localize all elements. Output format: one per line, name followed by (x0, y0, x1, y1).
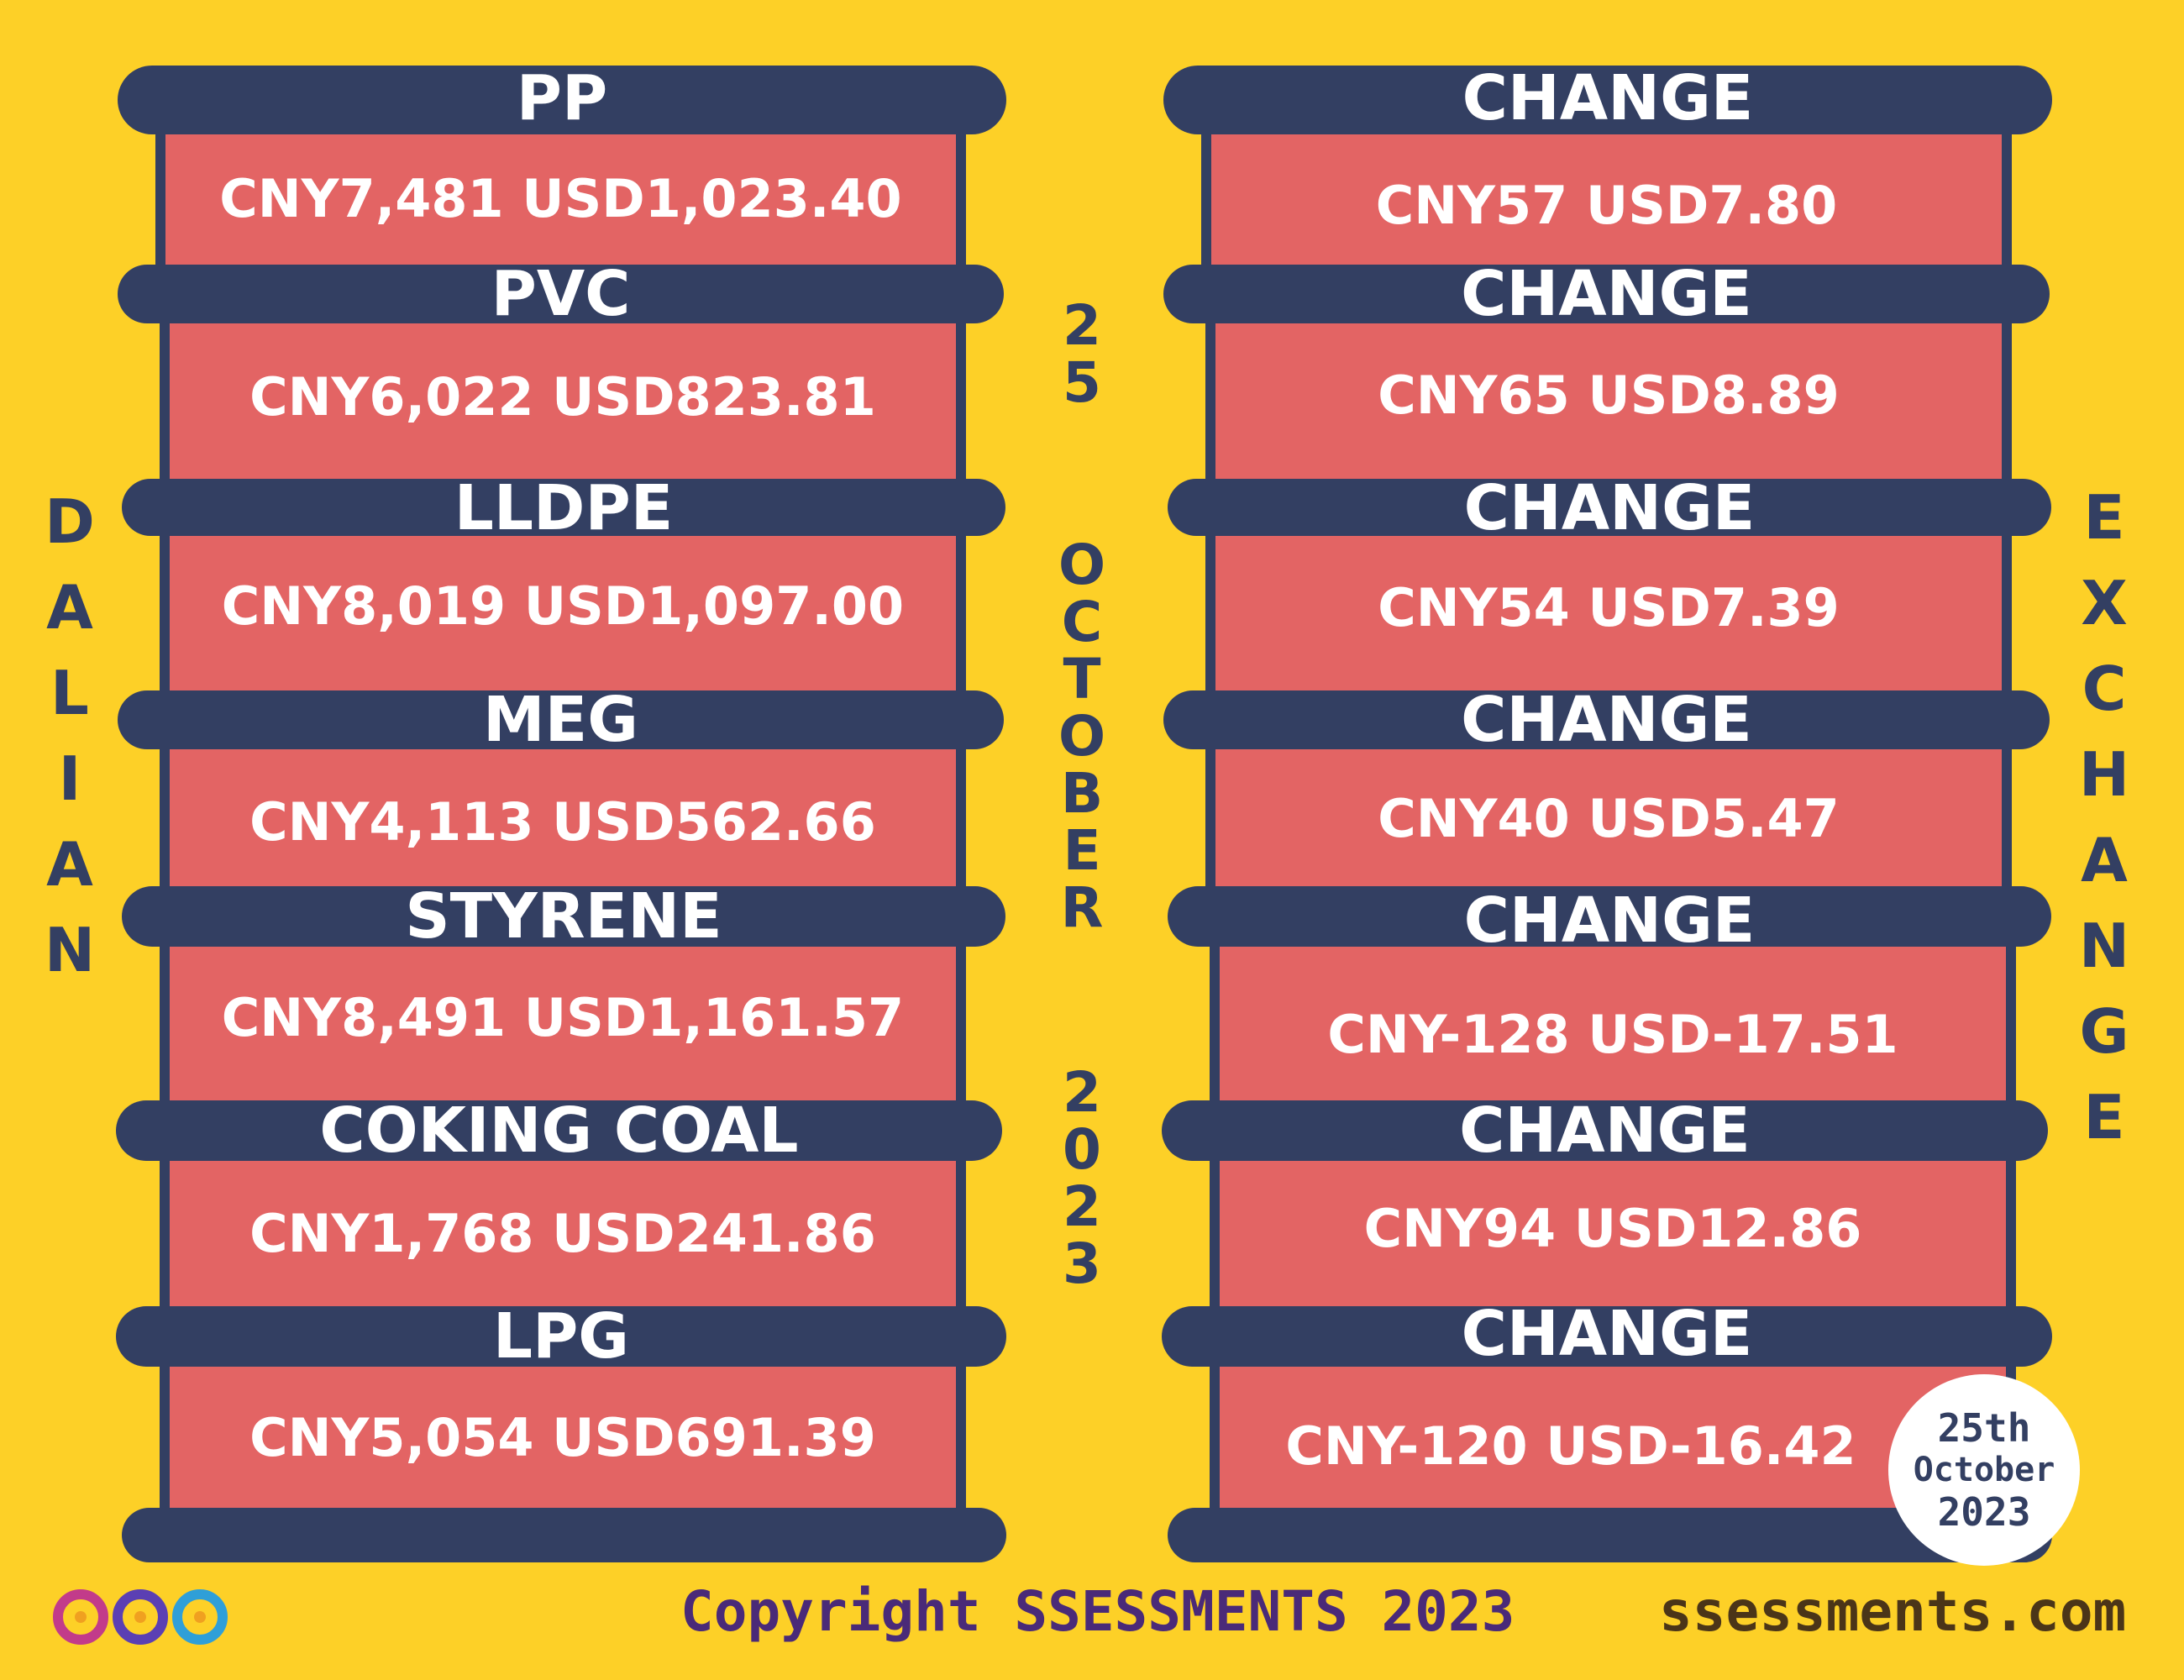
vertical-letter: O (1058, 533, 1106, 597)
vertical-letter: A (46, 829, 93, 900)
price-value: CNY8,491 USD1,161.57 (221, 987, 905, 1048)
commodity-header: COKING COAL (116, 1100, 1002, 1162)
price-value: CNY6,022 USD823.81 (249, 366, 876, 428)
change-header: CHANGE (1168, 477, 2051, 539)
vertical-letter: A (46, 572, 93, 643)
stamp-year: 2023 (1937, 1489, 2031, 1535)
price-panel: CNY4,113 USD562.66 (160, 739, 966, 899)
price-value: CNY4,113 USD562.66 (249, 791, 876, 853)
change-panel: CNY94 USD12.86 (1210, 1151, 2016, 1319)
board-base (122, 1508, 1006, 1562)
date-stamp: 25th October 2023 (1888, 1374, 2080, 1566)
vertical-letter: E (2083, 1082, 2125, 1152)
vertical-letter: 5 (1063, 350, 1101, 415)
vertical-letter: 3 (1063, 1231, 1101, 1296)
change-value: CNY94 USD12.86 (1363, 1198, 1862, 1259)
change-header: CHANGE (1168, 886, 2051, 953)
price-panel: CNY8,019 USD1,097.00 (160, 525, 966, 697)
vertical-letter: H (2078, 739, 2130, 810)
commodity-header: PP (118, 66, 1006, 134)
vertical-letter: 2 (1063, 1174, 1101, 1239)
change-panel: CNY57 USD7.80 (1201, 118, 2012, 267)
vertical-letter: 2 (1063, 293, 1101, 358)
change-value: CNY57 USD7.80 (1375, 175, 1838, 236)
vertical-letter: E (2083, 482, 2125, 553)
change-panel: CNY40 USD5.47 (1205, 739, 2012, 899)
change-header: CHANGE (1162, 1303, 2052, 1367)
copyright-text: Copyright SSESSMENTS 2023 (680, 1579, 1515, 1644)
change-panel: CNY-128 USD-17.51 (1210, 937, 2016, 1109)
vertical-letter: L (50, 658, 89, 728)
change-header: CHANGE (1163, 66, 2052, 134)
change-header: CHANGE (1163, 689, 2050, 751)
change-value: CNY-120 USD-16.42 (1285, 1415, 1856, 1477)
website-link[interactable]: ssessments.com (1659, 1579, 2127, 1644)
change-panel: CNY65 USD8.89 (1205, 311, 2012, 487)
change-panel: CNY54 USD7.39 (1205, 525, 2012, 697)
change-value: CNY40 USD5.47 (1378, 788, 1840, 849)
price-value: CNY1,768 USD241.86 (249, 1203, 876, 1264)
vertical-letter: D (45, 486, 95, 557)
vertical-letter: 0 (1063, 1117, 1101, 1182)
price-panel: CNY8,491 USD1,161.57 (160, 937, 966, 1109)
vertical-letter: E (1063, 818, 1101, 883)
vertical-letter: N (2078, 911, 2130, 981)
vertical-letter: C (2082, 654, 2127, 724)
change-header: CHANGE (1162, 1100, 2048, 1162)
price-value: CNY8,019 USD1,097.00 (221, 575, 905, 637)
vertical-letter: X (2081, 568, 2128, 638)
vertical-letter: I (58, 743, 81, 814)
vertical-letter: G (2079, 996, 2129, 1067)
vertical-letter: C (1061, 590, 1103, 654)
commodity-header: LPG (116, 1305, 1006, 1368)
change-value: CNY65 USD8.89 (1378, 365, 1840, 426)
vertical-letter: B (1060, 761, 1104, 826)
vertical-letter: R (1060, 875, 1104, 940)
vertical-letter: 2 (1063, 1060, 1101, 1125)
brand-logo-icon (53, 1589, 228, 1645)
change-panel: CNY-120 USD-16.42 (1210, 1357, 2016, 1525)
commodity-header: LLDPE (122, 477, 1005, 539)
change-value: CNY54 USD7.39 (1378, 577, 1840, 638)
change-header: CHANGE (1163, 263, 2050, 325)
commodity-header: MEG (118, 689, 1004, 751)
change-value: CNY-128 USD-17.51 (1327, 1004, 1898, 1065)
price-panel: CNY6,022 USD823.81 (160, 311, 966, 487)
commodity-header: STYRENE (122, 885, 1005, 948)
stamp-day: 25th (1937, 1405, 2031, 1451)
price-panel: CNY7,481 USD1,023.40 (155, 118, 966, 267)
vertical-letter: T (1063, 647, 1101, 711)
vertical-letter: N (44, 915, 96, 985)
vertical-letter: A (2081, 825, 2128, 895)
commodity-header: PVC (118, 263, 1004, 325)
price-panel: CNY5,054 USD691.39 (160, 1357, 966, 1525)
vertical-letter: O (1058, 704, 1106, 769)
price-value: CNY7,481 USD1,023.40 (219, 168, 902, 229)
price-value: CNY5,054 USD691.39 (249, 1407, 876, 1468)
stamp-month: October (1913, 1451, 2055, 1489)
price-panel: CNY1,768 USD241.86 (160, 1151, 966, 1319)
